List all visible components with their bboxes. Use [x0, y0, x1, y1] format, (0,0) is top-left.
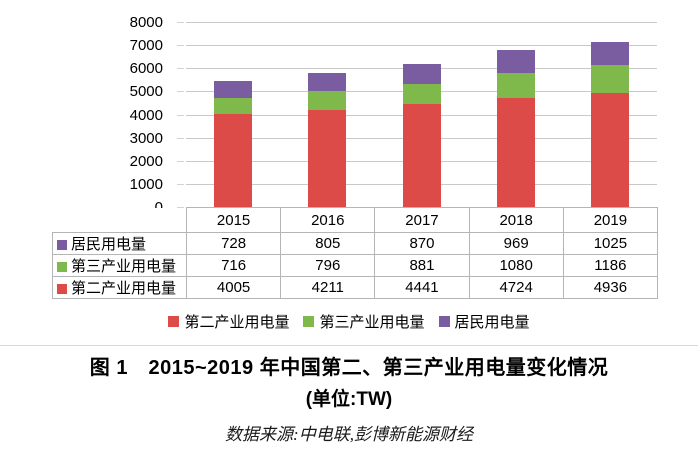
y-tick-3000 [177, 137, 184, 139]
table-year-header-2016: 2016 [280, 207, 376, 233]
table-value-第三产业用电量-2016: 796 [280, 254, 376, 277]
table-year-header-2015: 2015 [185, 207, 282, 233]
table-value-第二产业用电量-2019: 4936 [562, 276, 659, 299]
table-header-row: 2015 2016 2017 2018 2019 [52, 207, 659, 233]
y-axis-label-3000: 3000 [129, 129, 163, 147]
table-value-居民用电量-2015: 728 [185, 232, 282, 255]
bar-2017-第三产业用电量 [402, 83, 441, 105]
series-swatch-icon [57, 284, 67, 294]
figure-caption-unit: (单位:TW) [305, 389, 393, 410]
table-row-居民用电量: 居民用电量 728 805 870 969 1025 [52, 232, 659, 255]
y-tick-2000 [177, 160, 184, 162]
table-value-第二产业用电量-2018: 4724 [468, 276, 564, 299]
y-tick-5000 [177, 91, 184, 93]
table-row-label: 第二产业用电量 [52, 276, 187, 299]
series-swatch-icon [57, 262, 67, 272]
table-row-第二产业用电量: 第二产业用电量 4005 4211 4441 4724 4936 [52, 276, 659, 299]
series-swatch-icon [57, 240, 67, 250]
y-tick-1000 [177, 183, 184, 185]
table-value-居民用电量-2019: 1025 [562, 232, 659, 255]
table-value-第二产业用电量-2016: 4211 [280, 276, 376, 299]
table-year-header-2018: 2018 [468, 207, 564, 233]
y-axis-label-6000: 6000 [129, 60, 163, 78]
bar-2017-居民用电量 [402, 63, 441, 84]
y-axis-label-2000: 2000 [129, 152, 163, 170]
table-value-第二产业用电量-2017: 4441 [374, 276, 470, 299]
table-corner-cell [52, 207, 187, 233]
table-value-居民用电量-2018: 969 [468, 232, 564, 255]
legend-item-第二产业用电量: 第二产业用电量 [168, 311, 289, 332]
y-axis-label-4000: 4000 [129, 106, 163, 124]
table-value-第三产业用电量-2019: 1186 [562, 254, 659, 277]
y-axis-label-1000: 1000 [129, 175, 163, 193]
bar-2015-居民用电量 [214, 80, 253, 98]
legend-label: 居民用电量 [454, 314, 530, 331]
legend-label: 第二产业用电量 [184, 314, 290, 331]
bar-2018-第二产业用电量 [496, 97, 535, 207]
figure-caption: 图 1 2015~2019 年中国第二、第三产业用电量变化情况 [89, 357, 609, 379]
bar-2016-第三产业用电量 [308, 91, 347, 110]
table-row-label: 居民用电量 [52, 232, 187, 255]
bar-2016-第二产业用电量 [308, 109, 347, 207]
y-tick-4000 [177, 114, 184, 116]
table-value-第三产业用电量-2015: 716 [185, 254, 282, 277]
bar-2015-第三产业用电量 [214, 97, 253, 115]
bar-2019-居民用电量 [590, 41, 629, 66]
table-value-第二产业用电量-2015: 4005 [185, 276, 282, 299]
bar-2015-第二产业用电量 [214, 114, 253, 207]
gridline-8000 [186, 22, 657, 23]
bar-2017-第二产业用电量 [402, 104, 441, 207]
chart-data-table: 2015 2016 2017 2018 2019 居民用电量 728 805 870 969 102… [52, 207, 659, 299]
table-row-label: 第三产业用电量 [52, 254, 187, 277]
bar-2019-第二产业用电量 [590, 92, 629, 207]
table-value-居民用电量-2016: 805 [280, 232, 376, 255]
legend-swatch-icon [438, 316, 450, 327]
table-row-第三产业用电量: 第三产业用电量 716 796 881 1080 1186 [52, 254, 659, 277]
y-axis-label-5000: 5000 [129, 83, 163, 101]
gridline-7000 [186, 45, 657, 47]
chart-legend: 第二产业用电量 第三产业用电量 居民用电量 [0, 311, 698, 332]
legend-label: 第三产业用电量 [319, 314, 425, 331]
divider-line [0, 345, 698, 346]
legend-item-居民用电量: 居民用电量 [438, 311, 530, 332]
y-tick-7000 [177, 45, 184, 47]
bar-2019-第三产业用电量 [590, 65, 629, 93]
bar-2018-第三产业用电量 [496, 72, 535, 98]
legend-swatch-icon [168, 316, 180, 327]
y-tick-8000 [177, 22, 184, 23]
table-value-居民用电量-2017: 870 [374, 232, 470, 255]
bar-2016-居民用电量 [308, 72, 347, 92]
table-value-第三产业用电量-2017: 881 [374, 254, 470, 277]
table-year-header-2017: 2017 [374, 207, 470, 233]
legend-item-第三产业用电量: 第三产业用电量 [303, 311, 425, 332]
table-value-第三产业用电量-2018: 1080 [468, 254, 564, 277]
data-source-note: 数据来源:中电联,彭博新能源财经 [225, 425, 473, 444]
y-axis-label-7000: 7000 [129, 37, 163, 55]
legend-swatch-icon [303, 316, 315, 327]
bar-2018-居民用电量 [496, 50, 535, 73]
y-axis-label-8000: 8000 [129, 14, 163, 31]
y-tick-6000 [177, 68, 184, 70]
table-year-header-2019: 2019 [562, 207, 659, 233]
